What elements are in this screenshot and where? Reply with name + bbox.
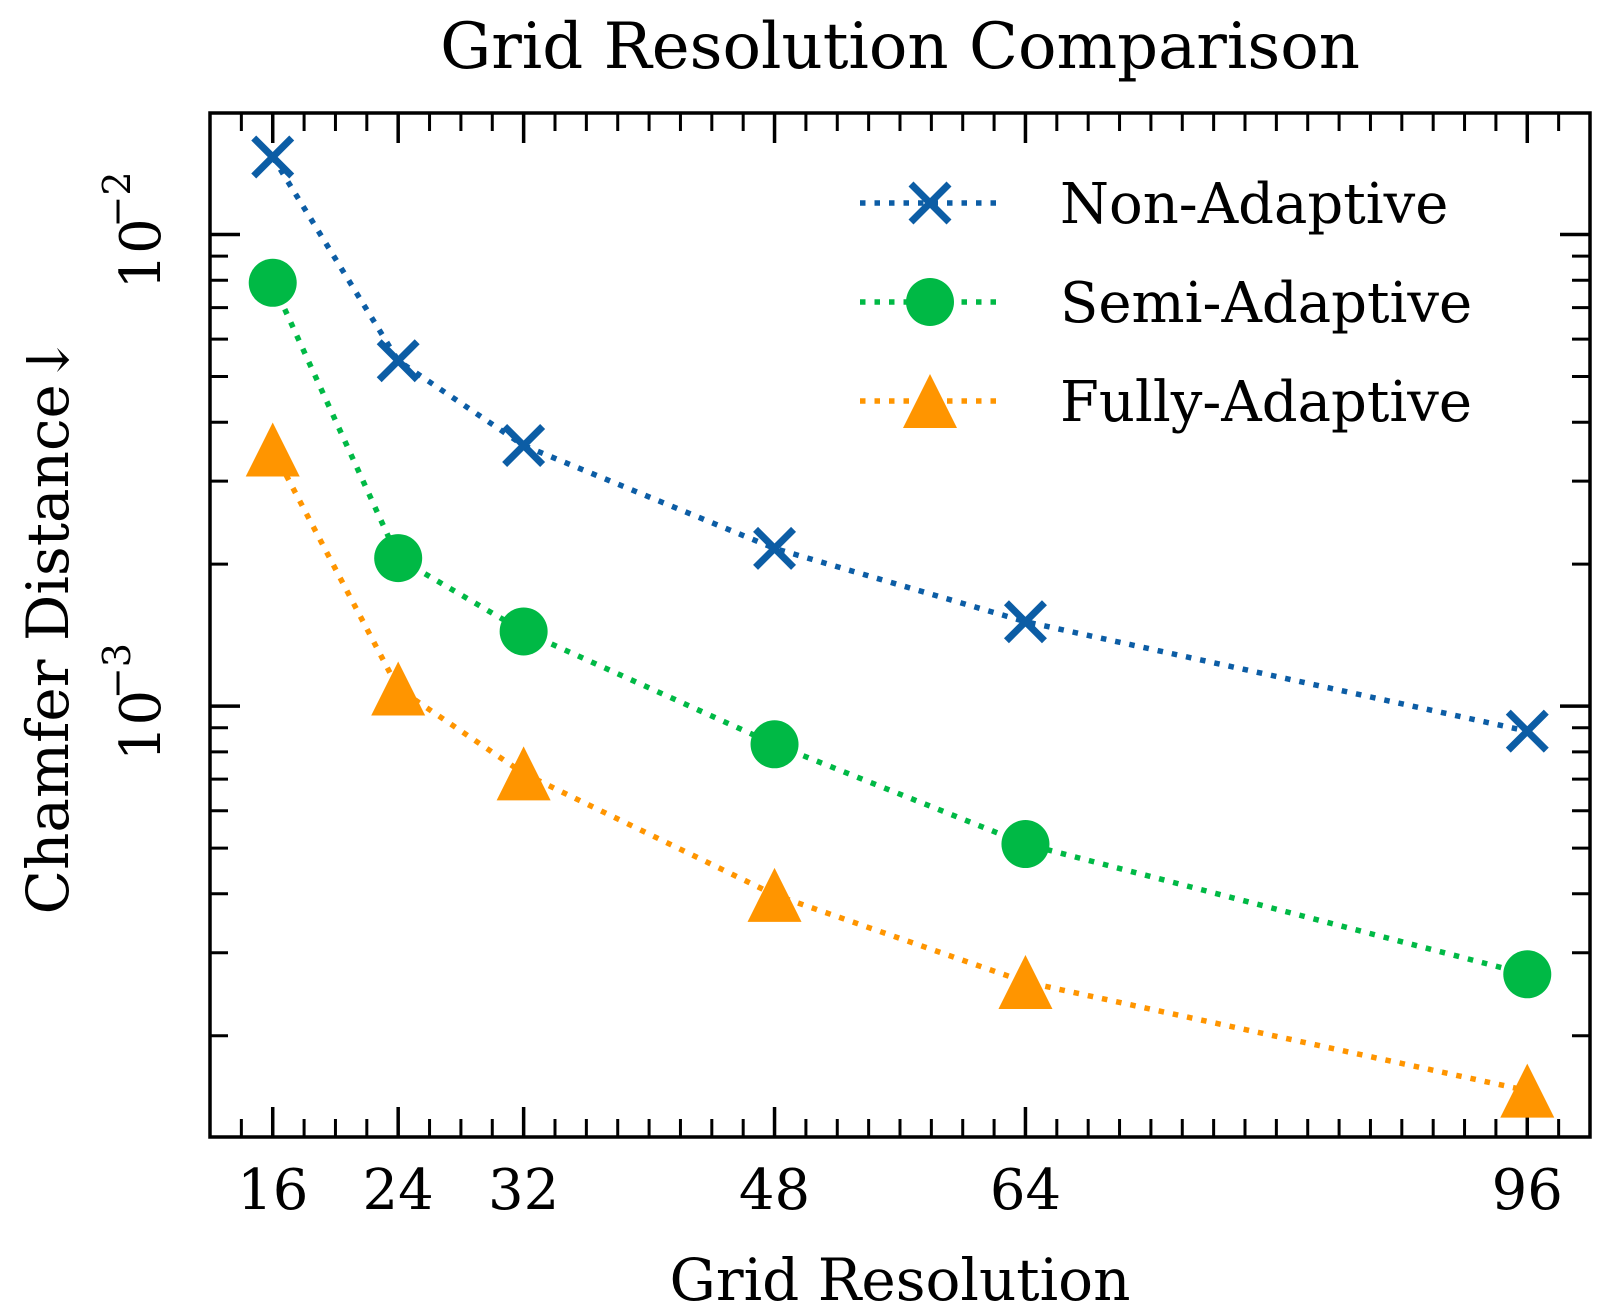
x-tick-label: 48 (739, 1158, 810, 1223)
chart-title: Grid Resolution Comparison (440, 10, 1360, 84)
x-tick-label: 16 (237, 1158, 308, 1223)
data-point-semi-adaptive-24 (374, 534, 423, 583)
legend-item-non-adaptive: Non-Adaptive (860, 172, 1448, 237)
data-point-fully-adaptive-64 (998, 955, 1053, 1010)
series-fully-adaptive (245, 422, 1555, 1118)
legend: Non-Adaptive Semi-Adaptive Fully-Adaptive (860, 172, 1472, 435)
legend-label: Non-Adaptive (1060, 172, 1448, 237)
data-point-semi-adaptive-48 (750, 720, 799, 769)
data-point-non-adaptive-64 (1003, 600, 1047, 644)
x-axis-label: Grid Resolution (670, 1246, 1131, 1313)
axis-ticks (208, 113, 1592, 1137)
y-tick-exponent: −3 (95, 643, 139, 699)
y-tick-base: 10 (109, 690, 174, 761)
data-point-fully-adaptive-32 (496, 746, 551, 801)
series-line-fully-adaptive (270, 448, 1528, 1094)
legend-item-fully-adaptive: Fully-Adaptive (860, 370, 1472, 435)
y-tick-exponent: −2 (95, 171, 139, 227)
data-point-fully-adaptive-16 (245, 422, 300, 477)
y-tick-label: 10−2 (95, 171, 174, 289)
legend-label: Semi-Adaptive (1060, 271, 1472, 336)
y-tick-base: 10 (109, 218, 174, 289)
y-axis-label: Chamfer Distance↓ (14, 336, 82, 915)
data-point-fully-adaptive-48 (747, 867, 802, 922)
legend-item-semi-adaptive: Semi-Adaptive (860, 271, 1472, 336)
data-point-non-adaptive-48 (753, 526, 797, 570)
x-tick-label: 96 (1492, 1158, 1563, 1223)
data-point-non-adaptive-32 (502, 424, 546, 467)
data-point-non-adaptive-96 (1505, 709, 1549, 753)
data-point-semi-adaptive-16 (248, 258, 297, 307)
data-point-semi-adaptive-64 (1001, 820, 1050, 869)
series-non-adaptive (251, 135, 1549, 753)
series-layer (245, 135, 1555, 1118)
data-point-fully-adaptive-24 (371, 661, 426, 716)
legend-marker-fully-adaptive (903, 374, 957, 428)
series-line-semi-adaptive (270, 281, 1528, 977)
legend-marker-non-adaptive (908, 181, 952, 225)
data-point-semi-adaptive-32 (499, 607, 548, 656)
x-tick-label: 64 (990, 1158, 1061, 1223)
data-point-semi-adaptive-96 (1503, 950, 1552, 999)
x-tick-label: 24 (363, 1158, 434, 1223)
data-point-fully-adaptive-96 (1500, 1063, 1555, 1118)
legend-marker-semi-adaptive (906, 278, 954, 326)
x-tick-label: 32 (488, 1158, 559, 1223)
plot-frame (208, 111, 1592, 1139)
series-semi-adaptive (248, 258, 1552, 999)
legend-label: Fully-Adaptive (1060, 370, 1472, 435)
series-line-non-adaptive (270, 155, 1528, 734)
y-tick-label: 10−3 (95, 643, 174, 761)
data-point-non-adaptive-24 (376, 339, 420, 383)
data-point-non-adaptive-16 (251, 135, 295, 179)
